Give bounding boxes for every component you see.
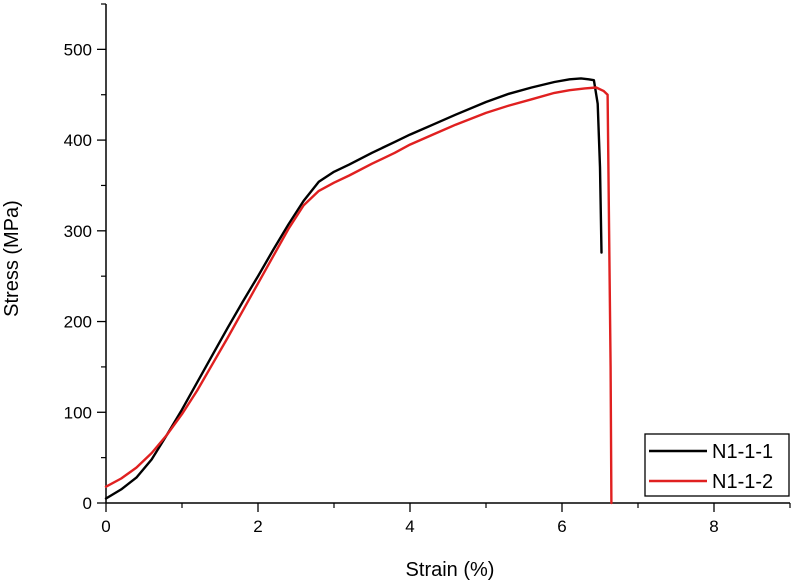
- x-tick-label: 8: [709, 517, 718, 536]
- legend-box: [644, 433, 790, 497]
- y-tick-label: 500: [64, 40, 92, 59]
- x-axis-title: Strain (%): [406, 559, 495, 580]
- y-tick-label: 100: [64, 403, 92, 422]
- y-axis-title: Stress (MPa): [1, 200, 23, 317]
- series-line-1: [104, 77, 603, 500]
- y-tick-label: 200: [64, 313, 92, 332]
- legend-label-1: N1-1-1: [712, 441, 773, 463]
- y-tick-label: 400: [64, 131, 92, 150]
- series-line-2: [104, 86, 613, 505]
- legend: N1-1-1 N1-1-2: [644, 433, 790, 497]
- x-tick-label: 4: [405, 517, 414, 536]
- axes: 0 2 4 6 8 0 100 200 300 400 500: [64, 3, 791, 536]
- legend-label-2: N1-1-2: [712, 471, 773, 493]
- y-tick-label: 300: [64, 222, 92, 241]
- x-tick-label: 0: [101, 517, 110, 536]
- x-tick-label: 2: [253, 517, 262, 536]
- x-tick-label: 6: [557, 517, 566, 536]
- plot-area: [104, 77, 613, 505]
- y-tick-label: 0: [83, 494, 92, 513]
